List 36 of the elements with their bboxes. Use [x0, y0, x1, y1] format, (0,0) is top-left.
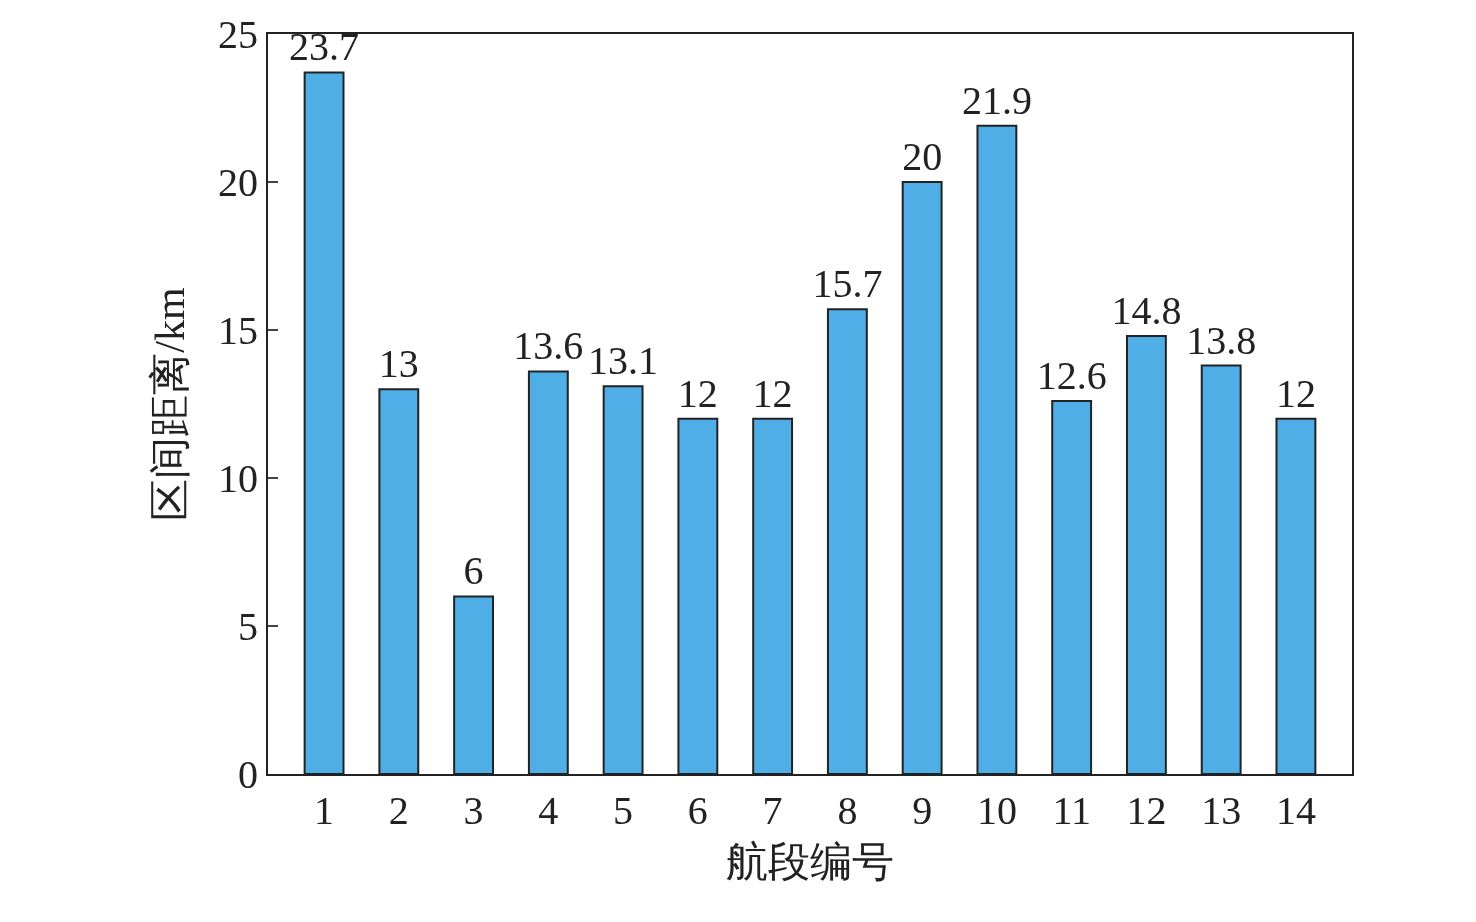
y-tick-label: 25 [218, 12, 258, 57]
x-tick-label: 5 [613, 788, 634, 833]
data-label: 23.7 [289, 24, 360, 70]
data-label: 12 [1275, 370, 1316, 416]
x-tick-label: 2 [388, 788, 409, 833]
x-axis-title: 航段编号 [726, 839, 894, 886]
x-tick-label: 7 [762, 788, 783, 833]
data-label: 13.1 [588, 338, 659, 384]
y-axis-title: 区间距离/km [147, 287, 194, 521]
x-tick-label: 13 [1201, 788, 1242, 833]
data-label: 21.9 [961, 77, 1032, 123]
y-tick-label: 10 [218, 456, 258, 501]
x-tick-label: 8 [837, 788, 858, 833]
x-tick-label: 11 [1052, 788, 1091, 833]
x-tick-label: 6 [687, 788, 708, 833]
data-label: 13 [378, 341, 419, 387]
x-tick-label: 3 [463, 788, 484, 833]
data-label: 6 [463, 548, 484, 594]
data-label: 13.6 [513, 323, 584, 369]
y-tick-label: 20 [218, 160, 258, 205]
x-tick-label: 10 [976, 788, 1017, 833]
data-label: 14.8 [1111, 287, 1182, 333]
x-tick-label: 4 [538, 788, 559, 833]
data-label: 12 [752, 370, 793, 416]
y-tick-label: 15 [218, 308, 258, 353]
x-tick-label: 1 [314, 788, 335, 833]
data-label: 12.6 [1036, 353, 1107, 399]
y-tick-label: 0 [238, 752, 258, 797]
data-label: 20 [902, 134, 943, 179]
x-tick-label: 12 [1126, 788, 1167, 833]
data-label: 15.7 [812, 261, 883, 307]
x-tick-label: 9 [912, 788, 933, 833]
x-tick-label: 14 [1275, 788, 1316, 833]
data-label: 12 [677, 370, 718, 416]
data-label: 13.8 [1186, 317, 1257, 363]
y-tick-label: 5 [238, 604, 258, 649]
